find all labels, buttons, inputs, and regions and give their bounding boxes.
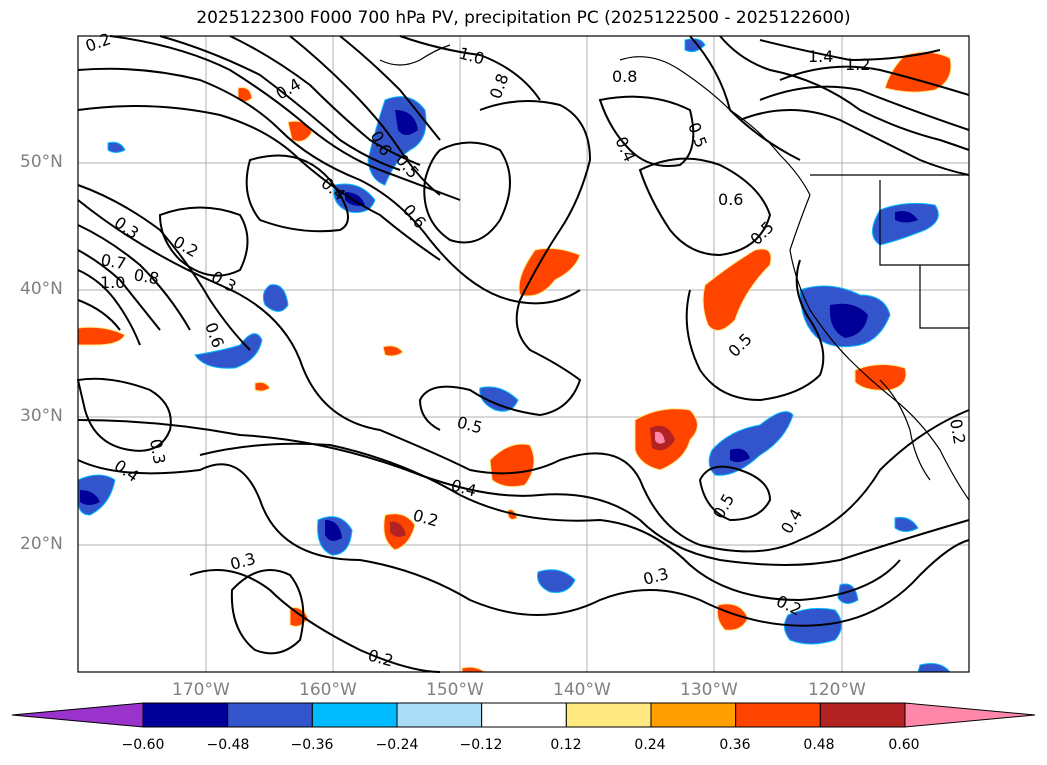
colorbar-tick: 0.24 <box>634 737 666 753</box>
lon-label-160w: 160°W <box>299 680 357 700</box>
colorbar-cell <box>227 702 313 728</box>
contour-label: 1.0 <box>100 273 125 292</box>
colorbar-tick: −0.60 <box>121 737 165 753</box>
coastlines <box>379 44 970 501</box>
colorbar-cell <box>565 702 652 728</box>
colorbar-tick: −0.36 <box>290 737 334 753</box>
colorbar-cell <box>142 702 229 728</box>
pv-contours <box>76 35 970 673</box>
colorbar-tick: −0.12 <box>459 737 503 753</box>
contour-label: 0.3 <box>146 437 169 465</box>
map-title: 2025122300 F000 700 hPa PV, precipitatio… <box>196 8 851 28</box>
lat-label-20n: 20°N <box>20 534 63 554</box>
contour-label: 1.4 <box>808 47 833 66</box>
colorbar-extend-min <box>11 702 144 728</box>
precip-positive-areas <box>77 51 952 673</box>
lon-label-170w: 170°W <box>172 680 230 700</box>
colorbar-cell <box>396 702 483 728</box>
colorbar-tick: 0.36 <box>719 737 751 753</box>
contour-label: 0.2 <box>946 417 969 445</box>
map-frame <box>77 35 970 673</box>
contour-label: 0.7 <box>99 250 127 273</box>
lon-label-140w: 140°W <box>553 680 611 700</box>
colorbar-cell <box>735 702 821 728</box>
precip-negative-areas <box>77 38 952 673</box>
colorbar-cell <box>311 702 398 728</box>
contour-label: 1.2 <box>845 55 870 74</box>
colorbar-cell <box>481 702 567 728</box>
colorbar-tick: −0.24 <box>375 737 419 753</box>
lat-label-50n: 50°N <box>20 152 63 172</box>
lat-label-40n: 40°N <box>20 279 63 299</box>
lon-label-130w: 130°W <box>680 680 738 700</box>
lat-label-30n: 30°N <box>20 406 63 426</box>
colorbar-cell <box>650 702 737 728</box>
colorbar-tick: −0.48 <box>206 737 250 753</box>
colorbar-cells <box>142 702 906 728</box>
colorbar <box>11 702 1036 728</box>
colorbar-tick: 0.60 <box>888 737 920 753</box>
colorbar-tick: 0.12 <box>550 737 582 753</box>
colorbar-extend-max <box>904 702 1036 728</box>
contour-label: 0.8 <box>132 265 160 288</box>
lon-label-120w: 120°W <box>808 680 866 700</box>
colorbar-cell <box>819 702 906 728</box>
contour-label: 0.8 <box>612 67 637 86</box>
contour-label: 0.6 <box>718 190 743 209</box>
colorbar-tick: 0.48 <box>803 737 835 753</box>
lon-label-150w: 150°W <box>426 680 484 700</box>
